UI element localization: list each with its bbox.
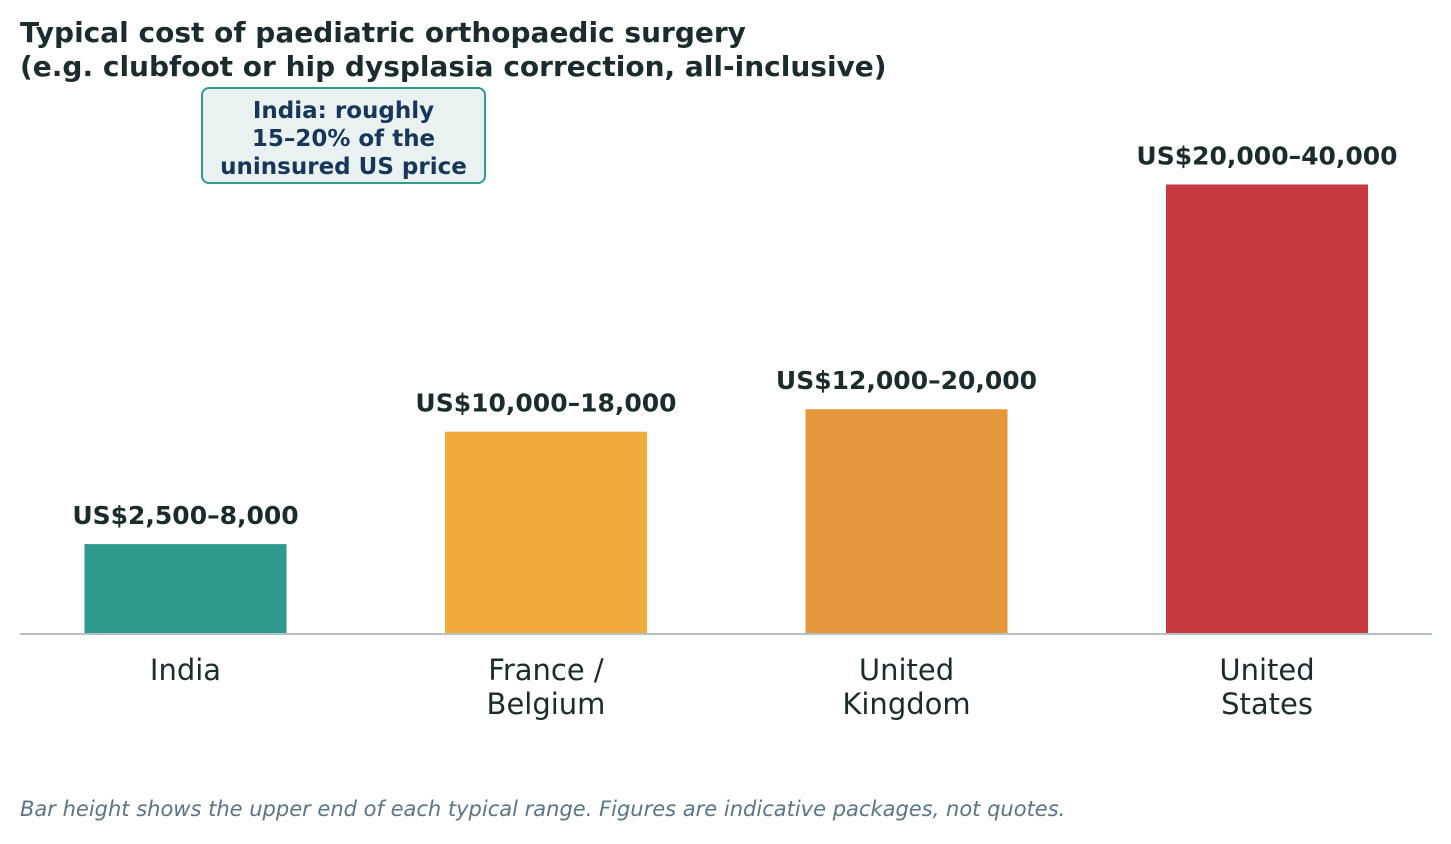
chart-title-line-2: (e.g. clubfoot or hip dysplasia correcti… xyxy=(20,50,887,83)
x-tick-label: United States xyxy=(1219,653,1314,721)
x-tick-label: United Kingdom xyxy=(842,653,970,721)
callout-line-2: 15–20% of the xyxy=(251,126,436,152)
bar xyxy=(805,409,1008,634)
bar xyxy=(84,544,287,634)
data-label: US$12,000–20,000 xyxy=(776,366,1037,395)
bar xyxy=(445,431,647,634)
x-tick-label: France / Belgium xyxy=(487,653,606,721)
data-label: US$20,000–40,000 xyxy=(1136,141,1397,170)
data-label: US$10,000–18,000 xyxy=(415,389,676,418)
bar-chart: US$2,500–8,000 India US$10,000–18,000 Franc… xyxy=(20,141,1432,721)
chart-footnote: Bar height shows the upper end of each t… xyxy=(20,797,1066,821)
india-price-callout: India: roughly 15–20% of the uninsured U… xyxy=(201,87,486,184)
callout-line-3: uninsured US price xyxy=(220,154,467,180)
chart-title: Typical cost of paediatric orthopaedic s… xyxy=(20,16,887,84)
x-tick-label: India xyxy=(150,653,221,687)
chart-title-line-1: Typical cost of paediatric orthopaedic s… xyxy=(20,16,746,49)
callout-line-1: India: roughly xyxy=(252,98,435,124)
bar xyxy=(1166,184,1368,634)
data-label: US$2,500–8,000 xyxy=(72,501,298,530)
